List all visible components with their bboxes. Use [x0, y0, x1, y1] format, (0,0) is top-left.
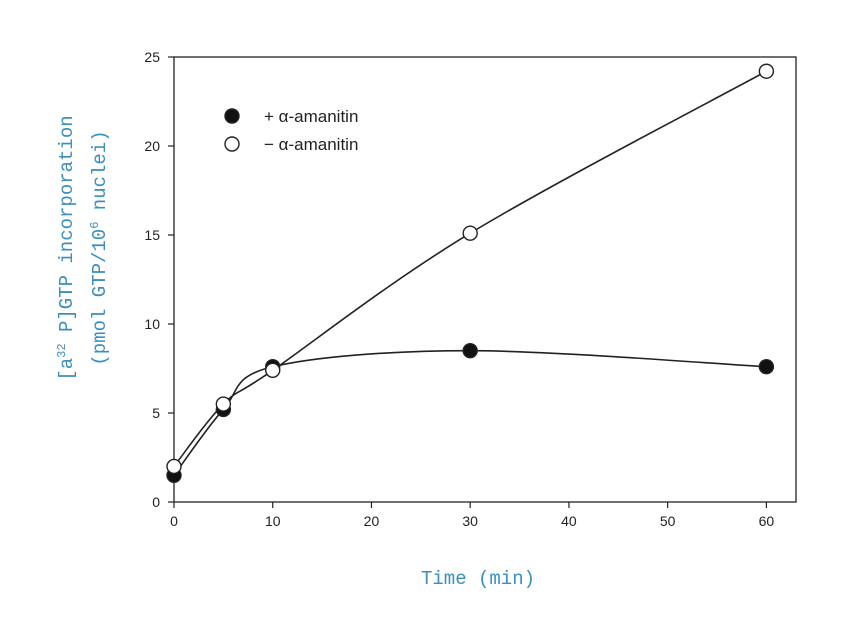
data-point-minus-amanitin [462, 225, 478, 241]
x-tick-label: 30 [462, 513, 478, 529]
x-tick-label: 0 [170, 513, 178, 529]
y-title-line2-pre: (pmol GTP/10 [89, 229, 111, 366]
data-point-minus-amanitin [758, 63, 775, 79]
x-tick-label: 50 [660, 513, 676, 529]
y-tick-label: 15 [144, 227, 160, 243]
x-tick-label: 60 [759, 513, 775, 529]
legend-label-plus-amanitin: + α-amanitin [264, 107, 358, 126]
legend-marker-minus-amanitin [224, 136, 240, 152]
x-tick-label: 40 [561, 513, 577, 529]
x-axis: 0 10 20 30 40 50 60 [170, 502, 774, 529]
y-axis-title-line1: [a32 P]GTP incorporation [55, 115, 78, 380]
x-axis-title: Time (min) [421, 568, 535, 590]
series-line-minus-amanitin [173, 70, 767, 467]
data-point-minus-amanitin [166, 458, 182, 475]
legend: + α-amanitin − α-amanitin [224, 107, 358, 154]
x-tick-label: 10 [265, 513, 281, 529]
data-point-minus-amanitin [265, 362, 281, 378]
y-axis-title-line2: (pmol GTP/106 nuclei) [88, 130, 111, 365]
y-title-line1-pre: [a [56, 358, 78, 381]
data-point-minus-amanitin [215, 396, 232, 412]
x-tick-label: 20 [364, 513, 380, 529]
legend-label-minus-amanitin: − α-amanitin [264, 135, 358, 154]
legend-marker-plus-amanitin [224, 108, 240, 124]
data-point-plus-amanitin [758, 359, 775, 375]
series-markers [166, 63, 775, 483]
y-tick-label: 20 [144, 138, 160, 154]
data-point-plus-amanitin [462, 343, 478, 359]
y-title-line1-post: P]GTP incorporation [56, 115, 78, 343]
plot-border [173, 56, 797, 503]
y-title-line2-post: nuclei) [89, 130, 111, 221]
series-lines [173, 70, 767, 476]
y-axis: 0 5 10 15 20 25 [144, 49, 174, 510]
plot-frame [173, 56, 797, 503]
y-tick-label: 5 [152, 405, 160, 421]
y-title-line1-sup: 32 [55, 343, 69, 357]
y-title-line2-sup: 6 [88, 222, 102, 229]
y-tick-label: 25 [144, 49, 160, 65]
y-tick-label: 0 [152, 494, 160, 510]
series-line-plus-amanitin [173, 349, 767, 476]
y-tick-label: 10 [144, 316, 160, 332]
